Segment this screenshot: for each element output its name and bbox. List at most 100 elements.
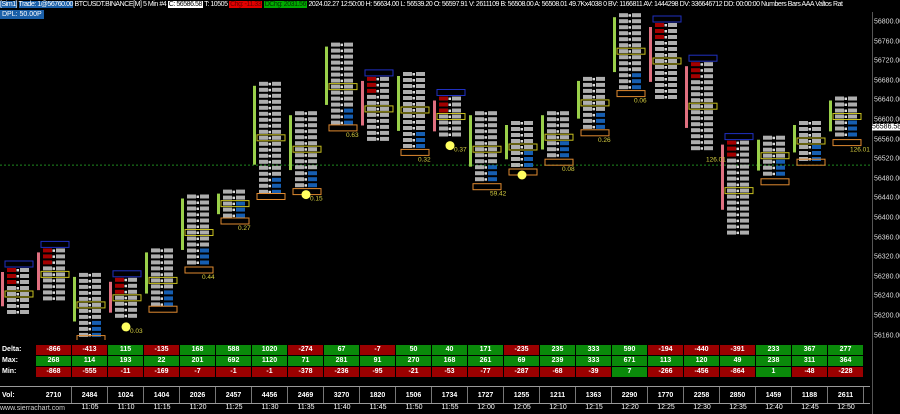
vol-cell: 1770 bbox=[648, 387, 684, 403]
ratio-label: 0.37 bbox=[454, 147, 467, 154]
ask-volume-cell bbox=[776, 171, 785, 176]
bid-volume-cell bbox=[691, 134, 700, 139]
ask-volume-cell bbox=[308, 123, 317, 128]
ask-volume-cell bbox=[308, 129, 317, 134]
x-separator bbox=[808, 134, 811, 137]
ask-volume-cell bbox=[200, 194, 209, 199]
bid-volume-cell bbox=[115, 307, 124, 312]
ask-volume-cell bbox=[272, 147, 281, 152]
x-separator bbox=[484, 172, 487, 175]
x-separator bbox=[664, 78, 667, 81]
x-separator bbox=[520, 128, 523, 131]
ask-volume-cell bbox=[92, 302, 101, 307]
ask-volume-cell bbox=[740, 230, 749, 235]
bid-volume-cell bbox=[151, 272, 160, 277]
ask-volume-cell bbox=[92, 278, 101, 283]
bid-volume-cell bbox=[547, 147, 556, 152]
x-separator bbox=[196, 231, 199, 234]
ask-volume-cell bbox=[236, 201, 245, 206]
bid-volume-cell bbox=[439, 102, 448, 107]
price-axis[interactable]: 56800.00 56760.00 56720.00 56680.00 56640.00… bbox=[872, 12, 900, 414]
price-tick: 56520.00 bbox=[874, 155, 900, 163]
x-separator bbox=[340, 91, 343, 95]
ask-volume-cell bbox=[632, 13, 641, 18]
poc-box bbox=[616, 47, 646, 55]
bid-volume-cell bbox=[79, 308, 88, 313]
ask-volume-cell bbox=[704, 98, 713, 103]
ask-volume-cell bbox=[272, 111, 281, 116]
vol-label: Vol: bbox=[2, 392, 15, 399]
x-separator bbox=[664, 66, 667, 69]
bid-volume-cell bbox=[151, 302, 160, 307]
ask-volume-cell bbox=[632, 61, 641, 66]
min-cell: -77 bbox=[468, 367, 504, 377]
ask-volume-cell bbox=[488, 135, 497, 140]
x-separator bbox=[844, 121, 847, 124]
bid-volume-cell bbox=[763, 165, 772, 170]
x-separator bbox=[376, 119, 379, 123]
bid-volume-cell bbox=[691, 68, 700, 73]
ask-volume-cell bbox=[380, 76, 389, 81]
ask-volume-cell bbox=[740, 188, 749, 193]
x-separator bbox=[304, 184, 307, 187]
time-tick: 11:40 bbox=[333, 404, 351, 411]
ask-volume-cell bbox=[344, 42, 353, 47]
x-separator bbox=[772, 136, 775, 140]
bid-volume-cell bbox=[583, 100, 592, 105]
x-separator bbox=[700, 129, 703, 132]
x-separator bbox=[808, 128, 811, 131]
bid-volume-cell bbox=[727, 158, 736, 163]
footprint-chart[interactable]: 0.03 0.44 0.27 0.15 0.63 0.32 0.37 59.42 0.08 0.2… bbox=[0, 0, 870, 340]
ask-volume-cell bbox=[596, 88, 605, 93]
bid-volume-cell bbox=[7, 310, 16, 314]
bid-volume-cell bbox=[115, 283, 124, 288]
x-separator bbox=[736, 141, 739, 145]
bid-volume-cell bbox=[691, 116, 700, 121]
ask-volume-cell bbox=[308, 165, 317, 170]
bid-volume-cell bbox=[259, 117, 268, 122]
bid-volume-cell bbox=[403, 132, 412, 136]
x-separator bbox=[700, 69, 703, 72]
high: H: 56634.00 bbox=[365, 1, 400, 8]
ask-volume-cell bbox=[416, 72, 425, 76]
ask-volume-cell bbox=[596, 124, 605, 129]
x-separator bbox=[268, 172, 271, 176]
change: Chg: -11.33 bbox=[229, 1, 263, 8]
price-tick: 56560.00 bbox=[874, 136, 900, 144]
high-box bbox=[436, 89, 466, 96]
poc-box bbox=[760, 152, 790, 160]
x-separator bbox=[340, 103, 343, 107]
poc-box bbox=[184, 229, 214, 236]
poc-box bbox=[256, 134, 286, 142]
delta-cell: 40 bbox=[432, 345, 468, 355]
bid-volume-cell bbox=[331, 42, 340, 47]
ask-volume-cell bbox=[416, 138, 425, 142]
footprint-bar bbox=[721, 133, 754, 235]
bid-volume-cell bbox=[511, 157, 520, 161]
bid-volume-cell bbox=[79, 296, 88, 301]
bid-volume-cell bbox=[259, 189, 268, 194]
x-separator bbox=[700, 135, 703, 138]
x-separator bbox=[160, 291, 163, 294]
ask-volume-cell bbox=[668, 65, 677, 69]
bid-volume-cell bbox=[295, 141, 304, 146]
ask-volume-cell bbox=[164, 284, 173, 289]
bid-volume-cell bbox=[295, 183, 304, 188]
bid-volume-cell bbox=[835, 108, 844, 113]
bid-volume-cell bbox=[43, 260, 52, 265]
ask-volume-cell bbox=[596, 94, 605, 99]
ask-volume-cell bbox=[632, 85, 641, 90]
x-separator bbox=[268, 160, 271, 164]
x-separator bbox=[484, 160, 487, 163]
site-link[interactable]: www.sierrachart.com bbox=[0, 405, 65, 412]
bid-volume-cell bbox=[295, 159, 304, 164]
poc-box bbox=[364, 105, 394, 113]
ask-volume-cell bbox=[416, 126, 425, 130]
delta-cell: 235 bbox=[540, 345, 576, 355]
delta-strip bbox=[829, 100, 832, 132]
x-separator bbox=[88, 309, 91, 313]
bid-volume-cell bbox=[475, 123, 484, 128]
bid-volume-cell bbox=[691, 98, 700, 103]
time-axis[interactable]: 11:05 11:10 11:15 11:20 11:25 11:30 11:35 11:40… bbox=[0, 404, 870, 414]
ask-volume-cell bbox=[20, 280, 29, 284]
